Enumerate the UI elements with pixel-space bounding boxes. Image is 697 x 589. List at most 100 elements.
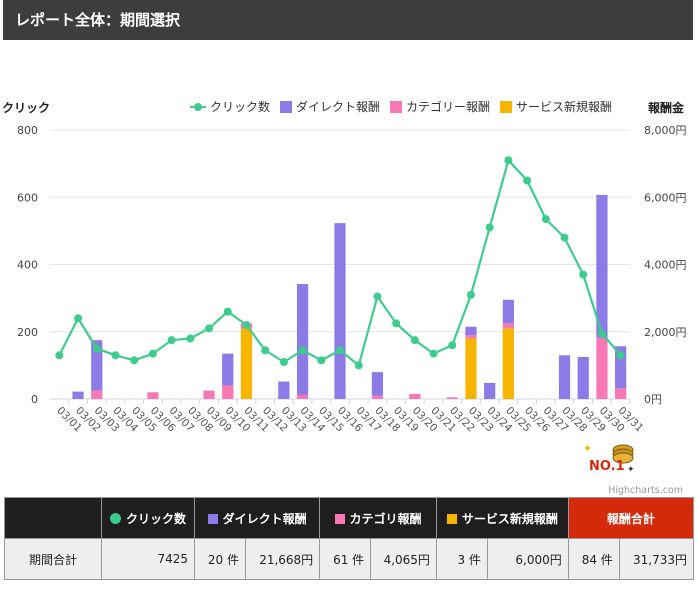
- header-service: サービス新規報酬: [435, 497, 569, 539]
- click-point: [317, 356, 326, 365]
- clicks-dot-icon: [109, 512, 121, 524]
- click-point: [336, 346, 344, 355]
- bar-direct: [502, 299, 514, 324]
- svg-text:✦: ✦: [627, 465, 635, 475]
- bar-category: [203, 390, 215, 399]
- legend-item-label: カテゴリー報酬: [406, 99, 490, 114]
- click-point: [55, 351, 64, 360]
- legend-item-label: ダイレクト報酬: [296, 99, 380, 114]
- click-point: [148, 349, 157, 358]
- y-right-tick-label: 0円: [644, 393, 662, 406]
- direct-square-icon: [207, 513, 218, 524]
- no1-badge-icon: ✦ ✦ NO.1: [583, 442, 635, 475]
- click-point: [279, 358, 288, 367]
- page-title: レポート全体：期間選択: [15, 11, 181, 29]
- chart-credit[interactable]: Highcharts.com: [608, 485, 683, 495]
- click-point: [186, 334, 195, 343]
- bar-direct: [91, 340, 103, 391]
- bar-direct: [278, 381, 290, 399]
- bar-direct: [222, 353, 234, 386]
- summary-header-blank: [4, 497, 102, 539]
- service-amount: 6,000円: [486, 538, 569, 580]
- bar-category: [222, 385, 234, 399]
- bar-category: [296, 394, 309, 399]
- summary-table: クリック数 ダイレクト報酬 カテゴリ報酬 サービス新規報酬 報酬合計 期間合計 …: [4, 497, 695, 580]
- click-point: [579, 270, 588, 279]
- y-left-title: クリック: [2, 101, 50, 115]
- click-point: [448, 341, 457, 350]
- bar-service: [465, 338, 477, 399]
- click-point: [261, 346, 270, 355]
- report-chart: 0 0円 200 2,000円 400 4,000円 600 6,000円 800 8,000円 ク…: [2, 99, 687, 495]
- category-count: 61 件: [319, 538, 372, 580]
- click-point: [410, 336, 419, 345]
- bar-direct: [296, 284, 309, 395]
- header-category: カテゴリ報酬: [319, 497, 437, 539]
- service-square-icon: [446, 513, 457, 524]
- y-left-tick-label: 400: [17, 259, 38, 272]
- click-point: [111, 351, 120, 360]
- click-point: [354, 361, 363, 370]
- y-right-tick-label: 6,000円: [644, 191, 687, 204]
- bar-category: [615, 388, 627, 399]
- row-label: 期間合計: [4, 538, 102, 580]
- click-point: [92, 344, 101, 353]
- y-left-tick-label: 800: [17, 124, 38, 137]
- bar-direct: [615, 346, 627, 389]
- total-count: 84 件: [567, 538, 620, 580]
- click-point: [485, 223, 494, 232]
- header-direct: ダイレクト報酬: [193, 497, 321, 539]
- click-point: [74, 314, 83, 323]
- click-point: [223, 307, 232, 316]
- click-point: [167, 336, 176, 345]
- click-point: [392, 319, 401, 328]
- bar-category: [371, 395, 384, 399]
- legend-item-label: サービス新規報酬: [516, 99, 612, 114]
- svg-text:✦: ✦: [583, 442, 592, 455]
- bar-direct: [371, 372, 384, 396]
- bar-direct: [484, 382, 496, 399]
- service-count: 3 件: [435, 538, 488, 580]
- click-point: [205, 324, 214, 333]
- click-point: [466, 290, 475, 299]
- bar-category: [502, 323, 514, 329]
- header-clicks: クリック数: [101, 497, 195, 539]
- bar-category: [409, 393, 421, 399]
- bar-direct: [558, 355, 571, 399]
- legend-swatch-icon: [390, 101, 403, 113]
- y-left-tick-label: 600: [17, 191, 38, 204]
- click-point: [541, 215, 550, 224]
- bar-direct: [596, 194, 608, 338]
- click-point: [429, 349, 438, 358]
- bar-service: [502, 328, 514, 399]
- badge-label: NO.1: [589, 459, 625, 474]
- legend-item-label: クリック数: [210, 99, 270, 114]
- click-point: [597, 329, 606, 338]
- y-left-tick-label: 0: [31, 393, 38, 406]
- click-line: [55, 156, 625, 370]
- click-point: [523, 176, 532, 185]
- chart-legend: クリック数 ダイレクト報酬 カテゴリー報酬 サービス新規報酬: [190, 99, 612, 114]
- bar-direct: [465, 326, 477, 336]
- click-point: [373, 292, 382, 301]
- total-amount: 31,733円: [618, 538, 695, 580]
- bar-category: [465, 335, 477, 339]
- click-point: [298, 346, 307, 355]
- click-point: [130, 356, 139, 365]
- summary-header-row: クリック数 ダイレクト報酬 カテゴリ報酬 サービス新規報酬 報酬合計: [4, 497, 695, 539]
- category-square-icon: [334, 513, 345, 524]
- y-right-title: 報酬金: [648, 100, 685, 115]
- category-amount: 4,065円: [370, 538, 437, 580]
- y-right-tick-label: 2,000円: [644, 326, 687, 339]
- y-right-tick-label: 4,000円: [644, 259, 687, 272]
- direct-amount: 21,668円: [244, 538, 321, 580]
- bar-service: [240, 328, 253, 399]
- click-point: [242, 321, 251, 330]
- bar-category: [596, 337, 608, 399]
- bar-category: [147, 392, 159, 399]
- bar-category: [91, 390, 103, 399]
- click-point: [616, 351, 625, 360]
- total-clicks: 7425: [101, 538, 195, 580]
- chart-bars: [72, 194, 627, 399]
- click-point: [560, 233, 569, 242]
